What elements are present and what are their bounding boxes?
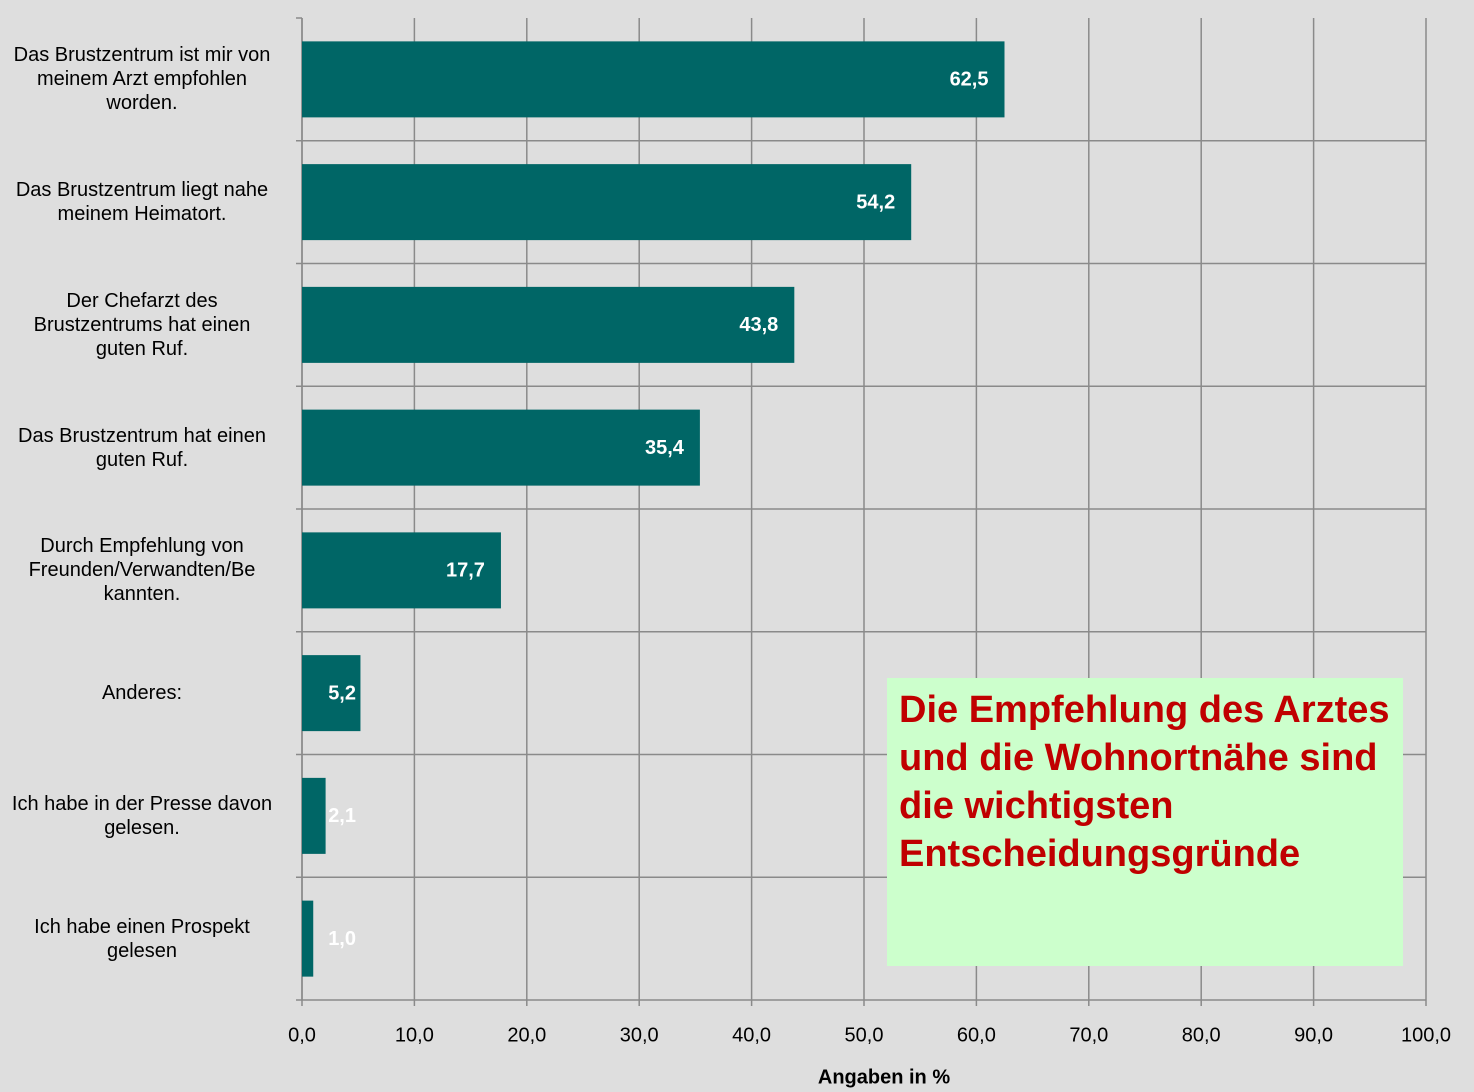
y-tick-label: Ich habe in der Presse davon gelesen. xyxy=(0,755,284,878)
x-tick-label: 50,0 xyxy=(845,1024,884,1046)
y-tick-label: Das Brustzentrum hat einen guten Ruf. xyxy=(0,386,284,509)
category-text: Ich habe einen Prospekt gelesen xyxy=(34,915,250,962)
value-label: 5,2 xyxy=(328,682,356,704)
y-tick-label: Ich habe einen Prospekt gelesen xyxy=(0,877,284,1000)
bar xyxy=(302,41,1005,118)
value-label: 1,0 xyxy=(328,928,356,950)
category-text: Anderes: xyxy=(101,682,183,705)
bar xyxy=(302,655,361,732)
category-text: Das Brustzentrum hat einen guten Ruf. xyxy=(18,424,266,471)
y-tick-label: Der Chefarzt des Brustzentrums hat einen… xyxy=(0,264,284,387)
category-text: Ich habe in der Presse davon gelesen. xyxy=(11,792,273,839)
x-tick-label: 80,0 xyxy=(1182,1024,1221,1046)
value-label: 17,7 xyxy=(446,560,485,582)
bar xyxy=(302,777,326,854)
x-tick-label: 40,0 xyxy=(732,1024,771,1046)
value-label: 35,4 xyxy=(645,437,685,459)
x-tick-label: 30,0 xyxy=(620,1024,659,1046)
value-label: 43,8 xyxy=(739,314,778,336)
value-label: 2,1 xyxy=(328,805,356,827)
bar xyxy=(302,409,700,486)
bar xyxy=(302,164,912,241)
category-text: Durch Empfehlung von Freunden/Verwandten… xyxy=(28,535,256,606)
category-text: Das Brustzentrum ist mir von meinem Arzt… xyxy=(13,44,271,115)
category-text: Das Brustzentrum liegt nahe meinem Heima… xyxy=(15,179,269,226)
y-tick-label: Durch Empfehlung von Freunden/Verwandten… xyxy=(0,509,284,632)
x-tick-label: 20,0 xyxy=(507,1024,546,1046)
x-tick-label: 10,0 xyxy=(395,1024,434,1046)
y-tick-label: Anderes: xyxy=(0,632,284,755)
x-tick-label: 100,0 xyxy=(1401,1024,1451,1046)
y-tick-label: Das Brustzentrum liegt nahe meinem Heima… xyxy=(0,141,284,264)
bar xyxy=(302,532,501,609)
x-axis-label: Angaben in % xyxy=(818,1066,950,1088)
value-label: 54,2 xyxy=(856,191,895,213)
bar xyxy=(302,286,795,363)
y-tick-label: Das Brustzentrum ist mir von meinem Arzt… xyxy=(0,18,284,141)
value-label: 62,5 xyxy=(950,69,989,91)
x-tick-label: 0,0 xyxy=(288,1024,316,1046)
bar xyxy=(302,900,314,977)
x-tick-label: 70,0 xyxy=(1069,1024,1108,1046)
x-tick-label: 60,0 xyxy=(957,1024,996,1046)
annotation: Die Empfehlung des Arztes und die Wohnor… xyxy=(887,678,1403,966)
x-tick-label: 90,0 xyxy=(1294,1024,1333,1046)
category-text: Der Chefarzt des Brustzentrums hat einen… xyxy=(33,289,251,360)
